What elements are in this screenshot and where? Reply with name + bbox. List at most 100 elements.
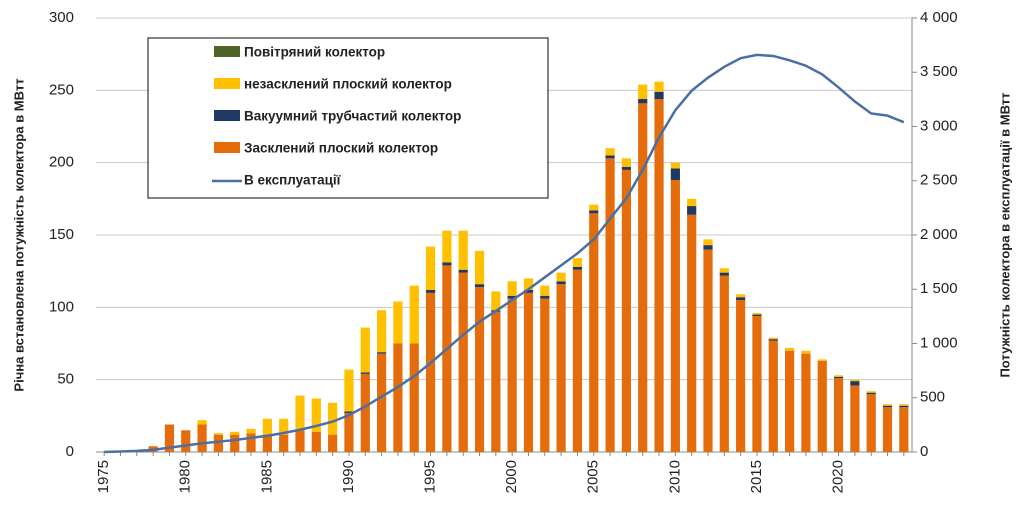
bar-segment	[393, 301, 403, 344]
bar-segment	[752, 316, 762, 452]
bar-segment	[736, 297, 746, 301]
bar-segment	[654, 99, 664, 452]
bar-segment	[768, 340, 778, 452]
y-tick-label: 0	[66, 443, 74, 460]
bar-segment	[491, 311, 501, 452]
bar-segment	[295, 430, 305, 452]
bar-segment	[719, 272, 729, 276]
bar-segment	[621, 167, 631, 170]
bar-segment	[474, 287, 485, 452]
legend-swatch	[214, 46, 240, 57]
y2-tick-label: 1 000	[920, 334, 958, 351]
bar-segment	[360, 327, 370, 373]
bar-segment	[213, 433, 223, 435]
bar-segment	[621, 158, 631, 168]
x-tick-label: 2015	[748, 460, 765, 493]
y2-tick-label: 500	[920, 389, 945, 406]
bar-segment	[442, 262, 452, 266]
bar-segment	[589, 204, 599, 211]
bar-segment	[197, 420, 207, 425]
bar-segment	[360, 373, 370, 452]
bar-segment	[785, 347, 795, 351]
bar-segment	[817, 359, 827, 361]
bar-segment	[768, 337, 778, 340]
bar-segment	[621, 169, 631, 452]
bar-segment	[230, 434, 240, 452]
bar-segment	[540, 285, 550, 296]
bar-segment	[752, 313, 762, 315]
bar-segment	[311, 431, 321, 452]
bar-segment	[295, 395, 305, 431]
bar-segment	[833, 376, 844, 379]
y2-tick-label: 2 500	[920, 172, 958, 189]
bar-segment	[409, 285, 419, 344]
bar-segment	[670, 162, 680, 169]
bar-segment	[670, 180, 680, 452]
bar-segment	[442, 265, 452, 452]
bar-segment	[425, 246, 436, 290]
bar-segment	[703, 245, 713, 250]
bar-segment	[899, 405, 909, 408]
bar-segment	[328, 434, 338, 452]
bar-segment	[687, 214, 697, 452]
bar-segment	[164, 424, 175, 452]
y2-axis-label: Потужність колектора в експлуатації в МВ…	[997, 92, 1012, 377]
bar-segment	[458, 272, 468, 452]
bar-segment	[638, 84, 648, 100]
legend-swatch	[214, 142, 240, 153]
bar-segment	[523, 292, 534, 452]
y2-tick-label: 3 500	[920, 63, 958, 80]
bar-segment	[311, 398, 321, 432]
bar-segment	[425, 289, 436, 293]
y-tick-label: 100	[49, 298, 74, 315]
y2-tick-label: 1 500	[920, 280, 958, 297]
y-tick-label: 250	[49, 81, 74, 98]
bar-segment	[409, 343, 419, 452]
bar-segment	[442, 230, 452, 263]
bar-segment	[866, 394, 876, 452]
bar-segment	[572, 258, 583, 267]
y2-tick-label: 3 000	[920, 117, 958, 134]
bar-segment	[899, 404, 909, 406]
x-tick-label: 2020	[830, 460, 847, 493]
bar-segment	[703, 239, 713, 246]
legend-label: В експлуатації	[244, 173, 342, 188]
bar-segment	[605, 158, 615, 452]
bar-segment	[491, 291, 501, 311]
bar-segment	[360, 372, 370, 374]
bar-segment	[736, 294, 746, 298]
bar-segment	[850, 379, 860, 382]
bar-segment	[458, 230, 468, 270]
bar-segment	[507, 298, 517, 452]
bar-segment	[703, 249, 713, 452]
legend-swatch	[214, 78, 240, 89]
bar-segment	[833, 378, 844, 452]
bar-segment	[540, 295, 550, 299]
y2-tick-label: 0	[920, 443, 928, 460]
bar-segment	[719, 268, 729, 273]
legend-label: Повітряний колектор	[244, 45, 385, 60]
y-axis-label: Річна встановлена потужність колектора в…	[11, 78, 26, 391]
bar-segment	[833, 375, 844, 377]
y-tick-label: 50	[57, 371, 74, 388]
bar-segment	[605, 148, 615, 156]
x-tick-label: 1980	[177, 460, 194, 493]
y-tick-label: 200	[49, 154, 74, 171]
x-tick-label: 2010	[666, 460, 683, 493]
bar-segment	[801, 350, 811, 354]
bar-segment	[866, 391, 876, 393]
bar-segment	[393, 343, 403, 452]
bar-segment	[458, 269, 468, 273]
bar-segment	[638, 99, 648, 104]
bar-segment	[197, 424, 207, 452]
bar-segment	[605, 155, 615, 159]
bar-segment	[556, 272, 566, 282]
bar-segment	[752, 314, 762, 317]
bar-segment	[899, 407, 909, 452]
bar-segment	[572, 269, 583, 452]
bar-segment	[638, 103, 648, 452]
bar-segment	[670, 168, 680, 181]
x-tick-label: 1990	[340, 460, 357, 493]
bar-segment	[425, 292, 436, 452]
